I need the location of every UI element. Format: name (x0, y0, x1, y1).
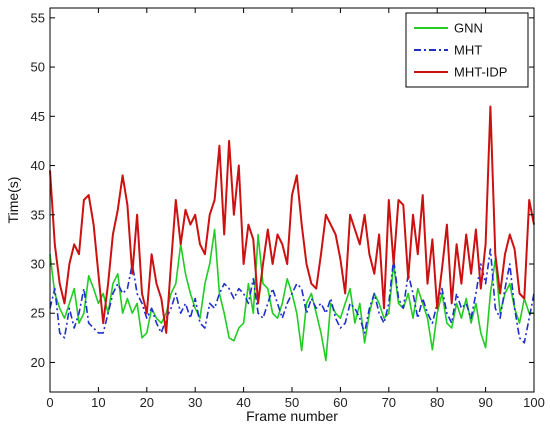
y-tick-label: 20 (31, 355, 45, 370)
x-tick-label: 90 (478, 395, 492, 410)
y-tick-label: 40 (31, 158, 45, 173)
x-tick-label: 20 (140, 395, 154, 410)
y-tick-label: 35 (31, 207, 45, 222)
y-tick-label: 55 (31, 10, 45, 25)
x-tick-label: 10 (91, 395, 105, 410)
y-tick-label: 50 (31, 60, 45, 75)
y-tick-label: 30 (31, 257, 45, 272)
y-axis-title: Time(s) (5, 177, 21, 224)
mht-idp-legend-label: MHT-IDP (454, 65, 507, 80)
x-tick-label: 0 (46, 395, 53, 410)
x-tick-label: 100 (523, 395, 545, 410)
x-axis-title: Frame number (246, 408, 338, 424)
legend: GNN MHT MHT-IDP (406, 13, 528, 87)
x-tick-label: 80 (430, 395, 444, 410)
mht-legend-label: MHT (454, 43, 482, 58)
y-tick-label: 25 (31, 306, 45, 321)
y-tick-label: 45 (31, 109, 45, 124)
x-tick-label: 30 (188, 395, 202, 410)
x-tick-label: 70 (382, 395, 396, 410)
gnn-legend-label: GNN (454, 21, 483, 36)
